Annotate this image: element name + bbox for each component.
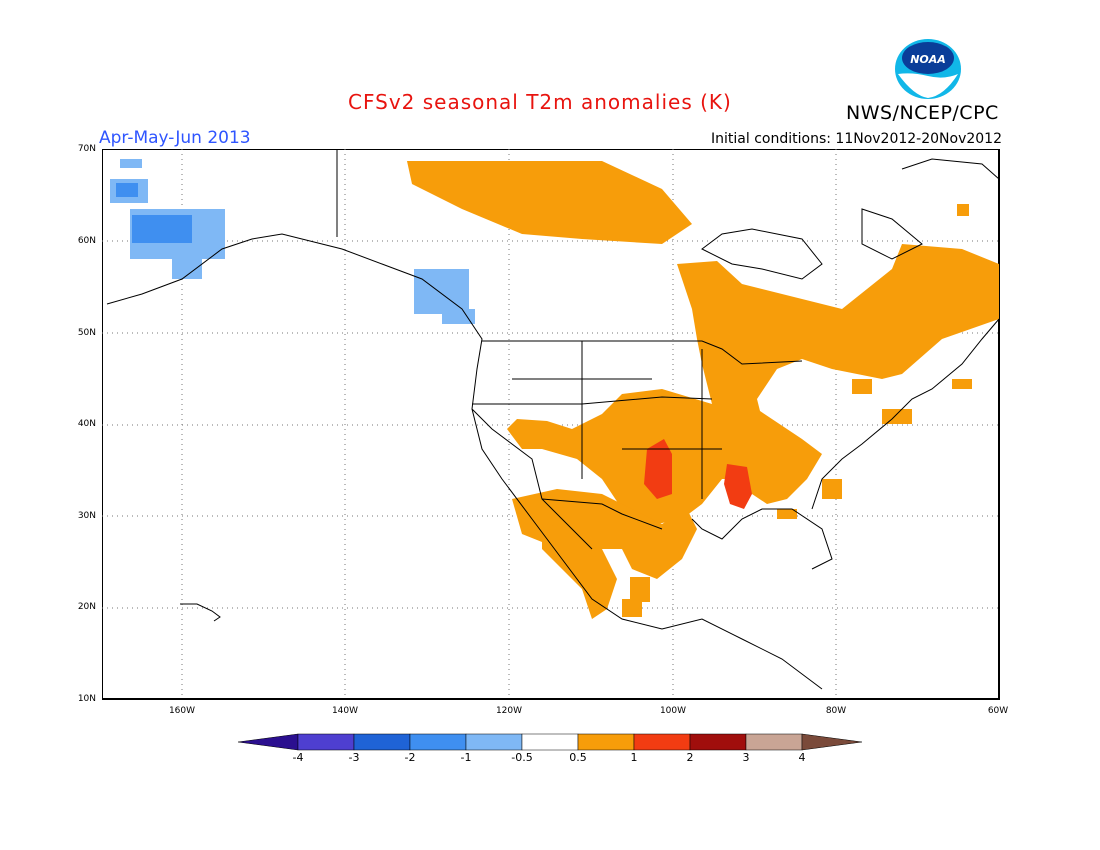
lat-label: 60N bbox=[77, 236, 96, 246]
noaa-logo: NOAA bbox=[895, 39, 961, 99]
lon-label: 100W bbox=[659, 706, 687, 716]
lat-label: 70N bbox=[77, 144, 96, 154]
colorbar-swatch bbox=[745, 733, 803, 751]
lon-label: 60W bbox=[987, 706, 1009, 716]
forecast-period: Apr-May-Jun 2013 bbox=[99, 128, 251, 148]
colorbar-swatch bbox=[465, 733, 523, 751]
colorbar-label: -4 bbox=[292, 751, 304, 764]
colorbar-swatch bbox=[297, 733, 355, 751]
colorbar-swatch bbox=[633, 733, 691, 751]
lat-label: 30N bbox=[77, 511, 96, 521]
colorbar-max-triangle bbox=[801, 733, 863, 751]
colorbar-label: 4 bbox=[798, 751, 806, 764]
colorbar-swatch bbox=[353, 733, 411, 751]
initial-conditions: Initial conditions: 11Nov2012-20Nov2012 bbox=[711, 131, 1002, 147]
colorbar-swatch bbox=[577, 733, 635, 751]
anomaly-map bbox=[102, 149, 1000, 700]
lat-label: 40N bbox=[77, 419, 96, 429]
coastlines bbox=[106, 158, 1000, 690]
colorbar-label: -0.5 bbox=[511, 751, 533, 764]
cool-anomaly-alaska-strong bbox=[116, 183, 192, 243]
lat-label: 20N bbox=[77, 602, 96, 612]
warm-anomaly-1-2 bbox=[644, 439, 752, 509]
lat-label: 50N bbox=[77, 328, 96, 338]
lon-label: 120W bbox=[495, 706, 523, 716]
colorbar-swatch bbox=[521, 733, 579, 751]
colorbar-swatch bbox=[409, 733, 467, 751]
lon-label: 140W bbox=[331, 706, 359, 716]
colorbar-min-triangle bbox=[238, 733, 299, 751]
colorbar-label: 0.5 bbox=[569, 751, 587, 764]
political-borders bbox=[336, 149, 803, 530]
lon-label: 80W bbox=[825, 706, 847, 716]
agency-label: NWS/NCEP/CPC bbox=[846, 102, 999, 124]
lon-label: 160W bbox=[168, 706, 196, 716]
lat-label: 10N bbox=[77, 694, 96, 704]
colorbar-label: 1 bbox=[630, 751, 638, 764]
colorbar-label: 3 bbox=[742, 751, 750, 764]
svg-text:NOAA: NOAA bbox=[910, 53, 946, 66]
colorbar-label: 2 bbox=[686, 751, 694, 764]
colorbar-label: -2 bbox=[404, 751, 416, 764]
colorbar-label: -3 bbox=[348, 751, 360, 764]
colorbar-swatch bbox=[689, 733, 747, 751]
colorbar bbox=[238, 733, 863, 751]
chart-title: CFSv2 seasonal T2m anomalies (K) bbox=[348, 90, 732, 114]
colorbar-label: -1 bbox=[460, 751, 472, 764]
